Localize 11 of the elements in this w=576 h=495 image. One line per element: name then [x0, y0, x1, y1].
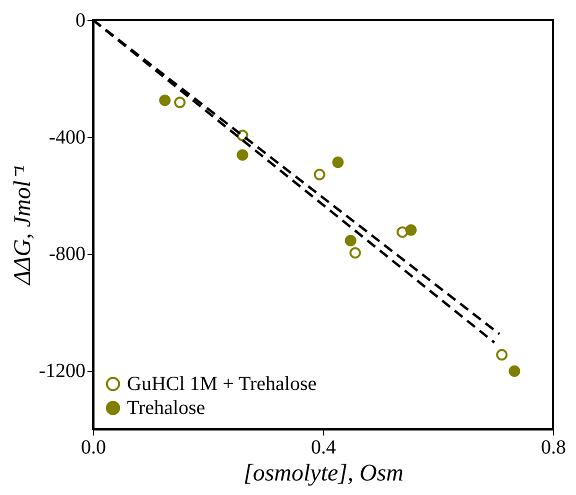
- y-tick-label: 0: [76, 10, 86, 32]
- legend-label: GuHCl 1M + Trehalose: [127, 373, 317, 395]
- x-tick-label: 0.0: [81, 436, 106, 458]
- x-axis-title: [osmolyte], Osm: [244, 460, 404, 486]
- x-tick-label: 0.4: [311, 436, 336, 458]
- y-tick-label: -1200: [38, 360, 86, 382]
- x-tick-label: 0.8: [541, 436, 566, 458]
- y-tick-label: -400: [48, 126, 86, 148]
- y-axis-title: ΔΔG, Jmol⁻¹: [10, 165, 36, 286]
- legend-label: Trehalose: [127, 397, 206, 419]
- y-tick-label: -800: [48, 243, 86, 266]
